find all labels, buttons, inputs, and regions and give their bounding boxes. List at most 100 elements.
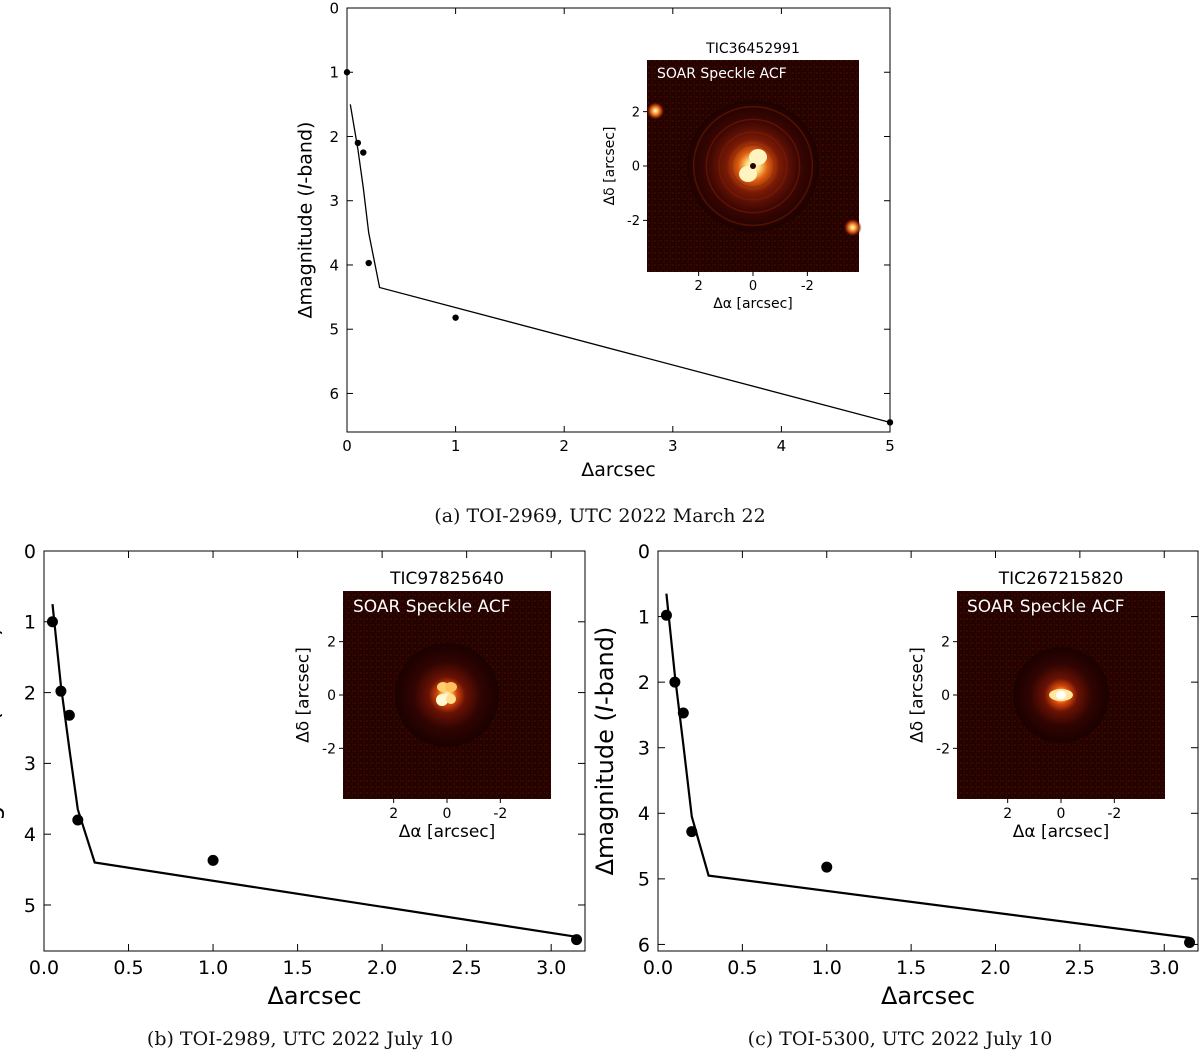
data-point	[360, 149, 367, 156]
inset-x-tick-label: 2	[1003, 806, 1012, 822]
inset-x-tick-label: 0	[443, 806, 452, 822]
inset-y-tick-label: -2	[322, 741, 336, 757]
caption-b: (b) TOI-2989, UTC 2022 July 10	[146, 1028, 454, 1050]
panel-c: 0.0 0.5 1.0 1.5 2.0 2.5 3.0 0 1 2 3 4 5 6 Δarcsec Δmagn…	[591, 541, 1199, 1010]
y-tick-label: 3	[638, 738, 650, 760]
inset-x-axis-label: Δα [arcsec]	[713, 296, 793, 312]
acf-ring	[718, 131, 788, 201]
plot-frame	[657, 550, 1199, 952]
data-point	[354, 139, 362, 147]
inset-y-tick-label: -2	[936, 741, 950, 757]
x-tick-label: 2.5	[452, 957, 482, 979]
x-tick-label: 1.0	[198, 957, 228, 979]
y-tick-label: 5	[24, 895, 36, 917]
x-axis-label: Δarcsec	[581, 459, 656, 481]
data-point	[452, 314, 459, 321]
y-axis-label-italic: I	[0, 705, 5, 712]
y-axis-label-italic: I	[295, 183, 317, 189]
y-axis-label: Δmagnitude (I-band)	[591, 627, 619, 876]
y-tick-label: 3	[329, 192, 339, 210]
x-tick-label: 5	[885, 437, 895, 455]
inset-x-axis-label: Δα [arcsec]	[399, 822, 496, 842]
y-axis-label-end: -band)	[591, 627, 619, 705]
contrast-curve-line	[51, 603, 577, 938]
y-tick-label: 6	[638, 934, 650, 956]
x-tick-label: 0.5	[727, 957, 757, 979]
x-tick-label: 3	[668, 437, 678, 455]
inset-x-tick-label: 2	[389, 806, 398, 822]
inset-x-axis-label: Δα [arcsec]	[1013, 822, 1110, 842]
inset-y-tick-label: -2	[627, 214, 640, 229]
data-point	[365, 259, 372, 267]
x-tick-label: 1.5	[896, 957, 926, 979]
acf-ring	[731, 144, 775, 188]
data-point	[343, 69, 351, 76]
data-point	[677, 707, 689, 719]
x-tick-label: 0	[342, 437, 352, 455]
data-point	[207, 854, 219, 866]
panel-a: 0 1 2 3 4 5 0 1 2 3 4 5 6 Δarcsec Δmagnitude (I-band) S…	[295, 0, 895, 481]
data-point	[821, 861, 833, 873]
y-tick-label: 2	[329, 128, 339, 146]
acf-halo	[395, 643, 499, 747]
contrast-curve-line	[665, 593, 1190, 939]
x-tick-label: 1.0	[812, 957, 842, 979]
inset-y-axis-label: Δδ [arcsec]	[602, 127, 618, 206]
acf-peak	[445, 682, 457, 692]
acf-peak	[446, 694, 456, 704]
y-tick-label: 5	[638, 869, 650, 891]
inset-x-tick-label: -2	[493, 806, 507, 822]
y-tick-label: 4	[24, 824, 36, 846]
data-point	[571, 934, 583, 946]
acf-companion-peak	[843, 218, 862, 237]
data-point	[886, 419, 894, 426]
panel-b: 0.0 0.5 1.0 1.5 2.0 2.5 3.0 0 1 2 3 4 5 Δarcsec Δmagni…	[0, 541, 586, 1010]
inset-label: SOAR Speckle ACF	[353, 597, 511, 617]
inset-acf-image	[957, 591, 1165, 799]
y-axis-label: Δmagnitude (I-band)	[295, 122, 317, 319]
inset-x-tick-label: 0	[1057, 806, 1066, 822]
y-tick-label: 3	[24, 753, 36, 775]
y-axis-label-main: Δmagnitude (	[295, 189, 317, 318]
x-axis-label: Δarcsec	[881, 982, 975, 1010]
y-tick-label: 0	[24, 541, 36, 563]
inset-y-tick-label: 2	[632, 105, 640, 120]
inset-acf-image	[343, 591, 551, 799]
x-tick-label: 2.0	[367, 957, 397, 979]
x-tick-label: 3.0	[536, 957, 566, 979]
y-tick-label: 1	[329, 64, 339, 82]
x-tick-label: 0.0	[643, 957, 673, 979]
data-point	[660, 609, 672, 621]
x-tick-label: 0.0	[29, 957, 59, 979]
y-tick-label: 5	[329, 321, 339, 339]
y-tick-label: 0	[329, 0, 339, 17]
inset-x-tick-label: 2	[695, 279, 703, 294]
inset-title: TIC267215820	[998, 569, 1124, 589]
y-axis-label-main: Δmagnitude (	[0, 712, 5, 875]
y-tick-label: 0	[638, 541, 650, 563]
data-point	[63, 709, 75, 721]
inset-x-tick-label: -2	[801, 279, 814, 294]
x-tick-label: 1	[451, 437, 461, 455]
inset-x-tick-label: 0	[749, 279, 757, 294]
y-tick-label: 1	[24, 612, 36, 634]
inset-y-tick-label: 0	[632, 160, 640, 175]
x-tick-label: 2.0	[980, 957, 1010, 979]
data-point	[669, 676, 681, 688]
acf-companion-peak	[646, 101, 665, 120]
acf-ring	[692, 105, 814, 227]
x-tick-label: 2	[559, 437, 569, 455]
y-tick-label: 2	[638, 672, 650, 694]
inset-acf-image	[646, 60, 862, 272]
acf-peak	[436, 694, 448, 706]
acf-peak	[1056, 691, 1066, 699]
inset-y-tick-label: 2	[327, 635, 336, 651]
y-axis-label-italic: I	[591, 705, 619, 712]
acf-center-dip	[750, 163, 756, 169]
data-point	[1184, 936, 1196, 948]
y-tick-label: 4	[638, 803, 650, 825]
x-tick-label: 2.5	[1065, 957, 1095, 979]
plot-frame	[346, 7, 891, 433]
inset-label: SOAR Speckle ACF	[657, 66, 787, 82]
y-tick-label: 6	[329, 385, 339, 403]
